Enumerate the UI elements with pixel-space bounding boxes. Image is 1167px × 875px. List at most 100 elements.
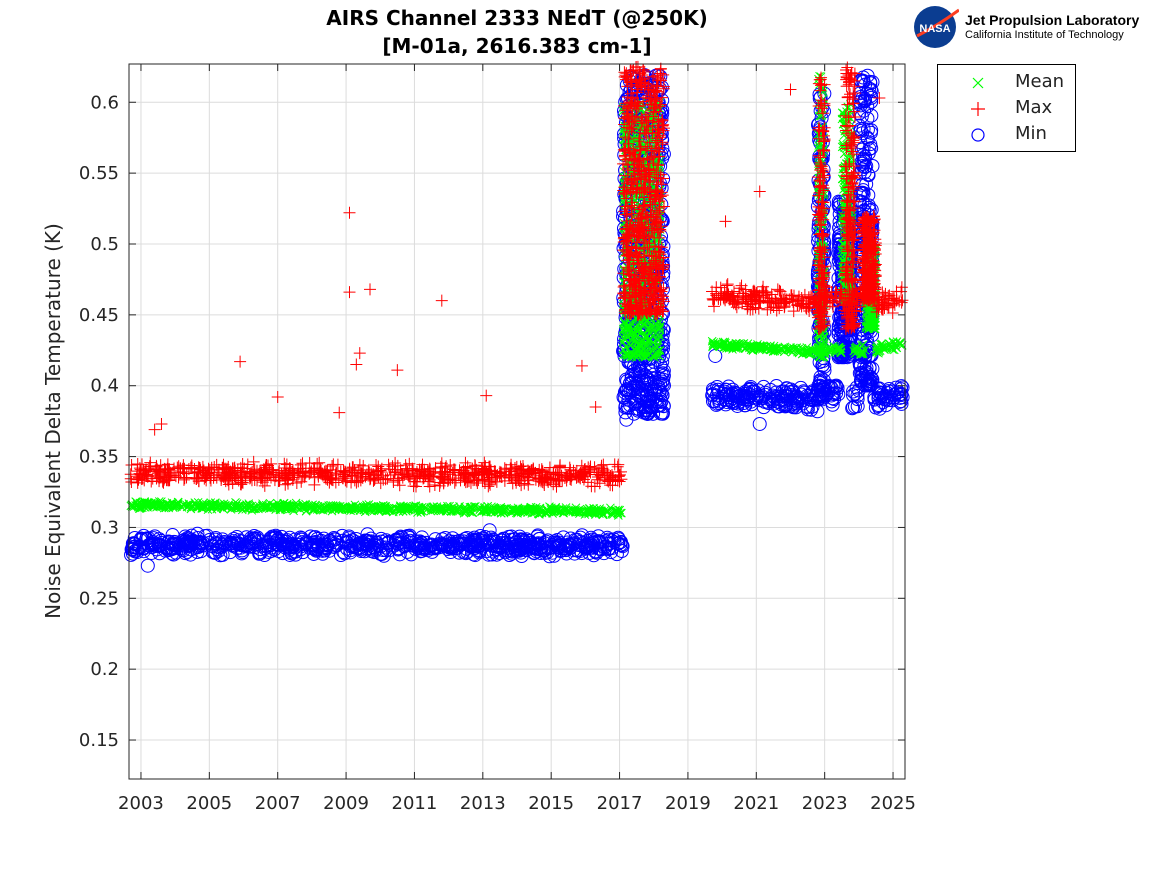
min-point: [846, 384, 861, 399]
min-point: [864, 108, 879, 123]
min-point: [528, 541, 543, 556]
min-point: [509, 538, 524, 553]
min-point: [655, 374, 670, 389]
min-point: [285, 537, 300, 552]
min-point: [817, 359, 832, 374]
min-point: [652, 397, 667, 412]
min-point: [343, 543, 358, 558]
jpl-name: Jet Propulsion Laboratory: [965, 12, 1140, 28]
min-point: [224, 536, 239, 551]
min-point: [863, 88, 878, 103]
min-point: [656, 363, 671, 378]
min-point: [575, 528, 590, 543]
min-point: [181, 537, 196, 552]
min-point: [457, 532, 472, 547]
min-point: [630, 380, 645, 395]
min-point: [868, 400, 883, 415]
min-point: [424, 538, 439, 553]
min-point: [466, 547, 481, 562]
min-point: [859, 177, 874, 192]
min-point: [850, 388, 865, 403]
min-point: [550, 533, 565, 548]
min-point: [239, 530, 254, 545]
min-point: [779, 397, 794, 412]
min-point: [860, 131, 875, 146]
min-point: [482, 523, 497, 538]
min-point: [570, 543, 585, 558]
min-point: [635, 388, 650, 403]
min-point: [763, 391, 778, 406]
min-point: [568, 536, 583, 551]
min-point: [705, 387, 720, 402]
min-point: [144, 545, 159, 560]
min-point: [862, 142, 877, 157]
chart-title: AIRS Channel 2333 NEdT (@250K) [M-01a, 2…: [129, 4, 905, 60]
min-point: [632, 364, 647, 379]
min-point: [140, 558, 155, 573]
min-point: [412, 537, 427, 552]
min-point: [743, 381, 758, 396]
min-point: [850, 392, 865, 407]
min-point: [356, 537, 371, 552]
min-point: [656, 368, 671, 383]
chart-title-line-2: [M-01a, 2616.383 cm-1]: [382, 34, 652, 58]
min-point: [857, 377, 872, 392]
min-point: [598, 539, 613, 554]
min-point: [783, 382, 798, 397]
min-point: [609, 547, 624, 562]
min-point: [326, 539, 341, 554]
min-point: [269, 537, 284, 552]
min-point: [644, 399, 659, 414]
min-point: [895, 380, 910, 395]
min-point: [885, 393, 900, 408]
min-point: [244, 531, 259, 546]
min-point: [443, 541, 458, 556]
min-point: [274, 536, 289, 551]
min-point: [740, 393, 755, 408]
min-point: [368, 542, 383, 557]
min-point: [870, 381, 885, 396]
min-point: [146, 537, 161, 552]
min-point: [892, 394, 907, 409]
min-point: [213, 548, 228, 563]
min-point: [534, 540, 549, 555]
min-point: [393, 529, 408, 544]
min-point: [500, 543, 515, 558]
min-point: [532, 538, 547, 553]
min-point: [719, 382, 734, 397]
max-point: [393, 479, 406, 492]
min-point: [422, 541, 437, 556]
min-point: [859, 159, 874, 174]
min-point: [752, 416, 767, 431]
min-point: [315, 541, 330, 556]
min-point: [547, 534, 562, 549]
min-point: [882, 382, 897, 397]
min-point: [393, 535, 408, 550]
min-point: [647, 371, 662, 386]
min-point: [124, 542, 139, 557]
min-point: [589, 544, 603, 559]
jpl-logo: NASA Jet Propulsion Laboratory Californi…: [913, 4, 1163, 50]
min-point: [770, 389, 785, 404]
min-point: [824, 394, 839, 409]
min-point: [253, 538, 268, 553]
chart-title-line-1: AIRS Channel 2333 NEdT (@250K): [326, 6, 708, 30]
min-point: [235, 543, 250, 558]
min-point: [127, 530, 142, 545]
min-point: [340, 536, 355, 551]
min-point: [198, 529, 213, 544]
min-point: [705, 394, 720, 409]
min-point: [417, 540, 432, 555]
min-point: [638, 403, 653, 418]
min-point: [649, 394, 664, 409]
min-point: [389, 532, 404, 547]
min-point: [306, 537, 321, 552]
min-point: [591, 529, 606, 544]
min-point: [180, 530, 195, 545]
min-point: [859, 86, 874, 101]
nasa-meatball-icon: NASA: [914, 6, 960, 48]
min-point: [144, 536, 159, 551]
min-point: [894, 396, 909, 411]
min-point: [638, 399, 653, 414]
min-point: [148, 539, 163, 554]
